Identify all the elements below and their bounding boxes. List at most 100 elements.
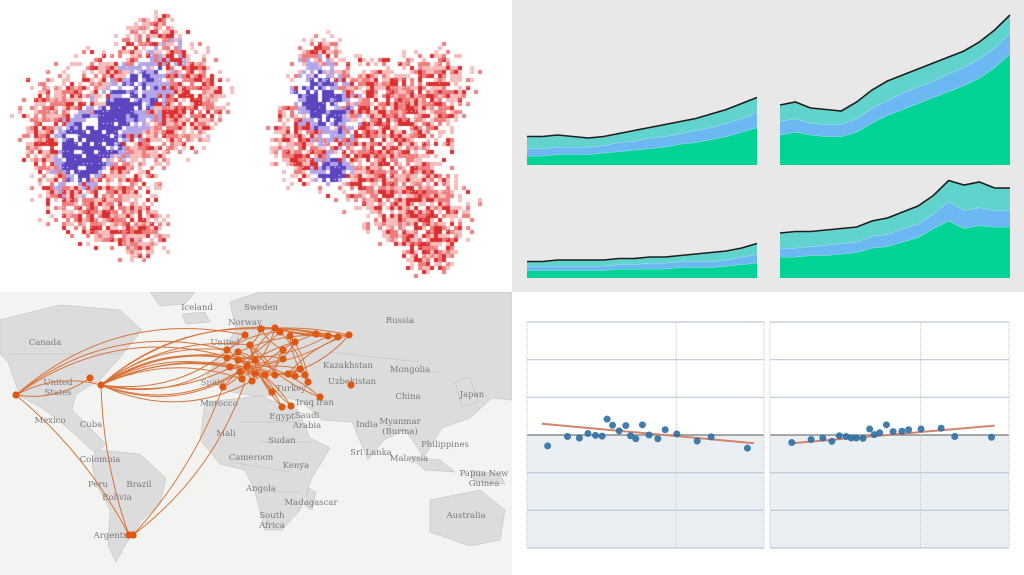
data-point [707,433,715,441]
city-node [86,374,94,382]
data-point [889,428,897,436]
country-label: Guinea [469,479,500,489]
data-point [859,434,867,442]
city-node [304,378,312,386]
data-point [819,434,827,442]
data-point [627,432,635,440]
city-node [243,362,251,370]
city-node [261,371,269,379]
flow-arc [260,327,350,336]
data-point [788,439,796,447]
area-layer [780,33,1010,137]
data-point [661,426,669,434]
data-point [835,432,843,440]
landmass [91,449,167,563]
city-node [236,368,244,376]
country-label: Papua New [460,469,510,479]
country-label: Cuba [80,420,103,430]
flow-arc [100,326,276,386]
data-point [988,433,996,441]
city-node [345,331,353,339]
city-node [291,372,299,380]
area-panel [527,242,758,278]
data-point [622,422,630,430]
flow-arc [132,381,246,536]
city-node [316,393,324,401]
city-node [257,325,265,333]
flow-arc [287,334,350,375]
data-point [673,430,681,438]
city-node [324,332,332,340]
city-node [291,338,299,346]
negative-region [770,435,1009,548]
country-label: China [395,392,420,402]
city-node [279,355,287,363]
flow-arc [15,394,130,536]
city-node [287,402,295,410]
data-point [654,435,662,443]
flow-arc [279,331,306,376]
landmass [304,487,317,511]
country-label: Madagascar [284,498,338,508]
city-node [268,388,276,396]
city-node [279,346,287,354]
city-node [246,341,254,349]
data-point [951,433,959,441]
country-label: Africa [258,521,285,531]
landmass [149,292,196,307]
flow-arc [237,359,292,407]
landmass [199,395,331,531]
city-node [248,377,256,385]
country-label: Brazil [126,480,152,490]
flow-arc [226,331,281,351]
area-layer [527,263,757,278]
country-label: Angola [245,484,276,494]
city-node [12,391,20,399]
data-point [828,437,836,445]
country-label: (Burma) [382,426,418,437]
country-label: Sweden [244,303,279,313]
data-point [598,432,606,440]
city-node [234,348,242,356]
country-label: Kazakhstan [323,361,373,371]
area-charts-svg [527,14,1011,278]
area-layer [780,201,1010,257]
data-point [645,431,653,439]
city-node [271,324,279,332]
country-label: Iraq [296,398,314,408]
area-layer [527,97,757,149]
flow-arcs [15,326,350,536]
area-panel [527,96,758,165]
stacked-area-small-multiples [512,0,1024,292]
city-node [219,383,227,391]
country-label: Mexico [34,416,65,426]
city-node [241,331,249,339]
country-label: Arabia [292,421,322,431]
country-label: Iran [316,398,334,408]
city-node [271,371,279,379]
data-point [807,436,815,444]
country-label: Cameroon [229,453,274,463]
area-layer [780,15,1010,125]
city-node [347,381,355,389]
data-point [575,434,583,442]
city-node [129,531,137,539]
flow-arc [100,351,239,391]
flow-arc [132,386,224,536]
flow-arc [249,344,321,398]
city-node [223,346,231,354]
country-label: Egypt [269,412,295,422]
flow-arc [100,334,246,388]
landmass [0,304,143,455]
total-line [779,14,1011,112]
landmass [469,469,506,485]
country-label: Spain [201,378,226,388]
landmass [409,456,456,473]
data-point [615,427,623,435]
scatter-trend-panel [512,292,1024,575]
scatter-panel [769,321,1010,549]
data-point [898,427,906,435]
flow-arc [249,344,292,407]
flow-arc [287,334,350,375]
city-node [296,365,304,373]
